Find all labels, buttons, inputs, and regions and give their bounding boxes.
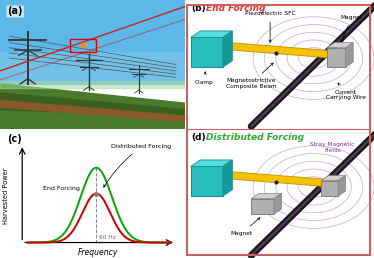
Polygon shape xyxy=(191,160,232,166)
Polygon shape xyxy=(219,43,342,58)
Text: (c): (c) xyxy=(7,134,22,144)
Text: Harvested Power: Harvested Power xyxy=(3,168,9,224)
Text: Distributed Forcing: Distributed Forcing xyxy=(206,133,304,142)
Text: Clamp: Clamp xyxy=(194,72,214,85)
Bar xyxy=(70,39,96,52)
Polygon shape xyxy=(332,181,342,191)
Polygon shape xyxy=(219,172,342,187)
FancyBboxPatch shape xyxy=(191,37,223,67)
Text: 60 Hz: 60 Hz xyxy=(99,235,116,240)
Bar xyxy=(0,0,185,64)
Text: Frequency: Frequency xyxy=(78,248,118,257)
Text: End Forcing: End Forcing xyxy=(206,4,266,13)
Polygon shape xyxy=(338,175,346,196)
Polygon shape xyxy=(191,31,232,37)
Polygon shape xyxy=(251,194,282,199)
FancyBboxPatch shape xyxy=(321,181,338,196)
Text: Distributed Forcing: Distributed Forcing xyxy=(104,144,171,187)
Text: (d): (d) xyxy=(191,133,205,142)
Polygon shape xyxy=(346,43,353,67)
Polygon shape xyxy=(321,175,346,181)
Text: (b): (b) xyxy=(191,4,205,13)
Polygon shape xyxy=(0,101,185,121)
FancyBboxPatch shape xyxy=(327,48,346,67)
Text: Current
Carrying Wire: Current Carrying Wire xyxy=(326,83,366,100)
Polygon shape xyxy=(327,43,353,48)
Text: End Forcing: End Forcing xyxy=(43,186,79,191)
FancyBboxPatch shape xyxy=(251,199,274,214)
Text: Stray Magnetic
Fields: Stray Magnetic Fields xyxy=(310,142,355,153)
Polygon shape xyxy=(274,194,282,214)
Bar xyxy=(0,81,185,88)
Text: Magnet: Magnet xyxy=(340,15,362,42)
Text: Magnet: Magnet xyxy=(231,218,260,236)
Text: Magnetostrictive
Composite Beam: Magnetostrictive Composite Beam xyxy=(226,63,276,89)
Polygon shape xyxy=(0,93,185,116)
FancyBboxPatch shape xyxy=(191,166,223,196)
Bar xyxy=(0,52,185,84)
Polygon shape xyxy=(0,84,185,129)
Polygon shape xyxy=(223,31,232,67)
Polygon shape xyxy=(332,52,342,63)
Polygon shape xyxy=(223,160,232,196)
Text: Piezoelectric SFC: Piezoelectric SFC xyxy=(245,11,295,42)
Text: (a): (a) xyxy=(7,6,23,17)
